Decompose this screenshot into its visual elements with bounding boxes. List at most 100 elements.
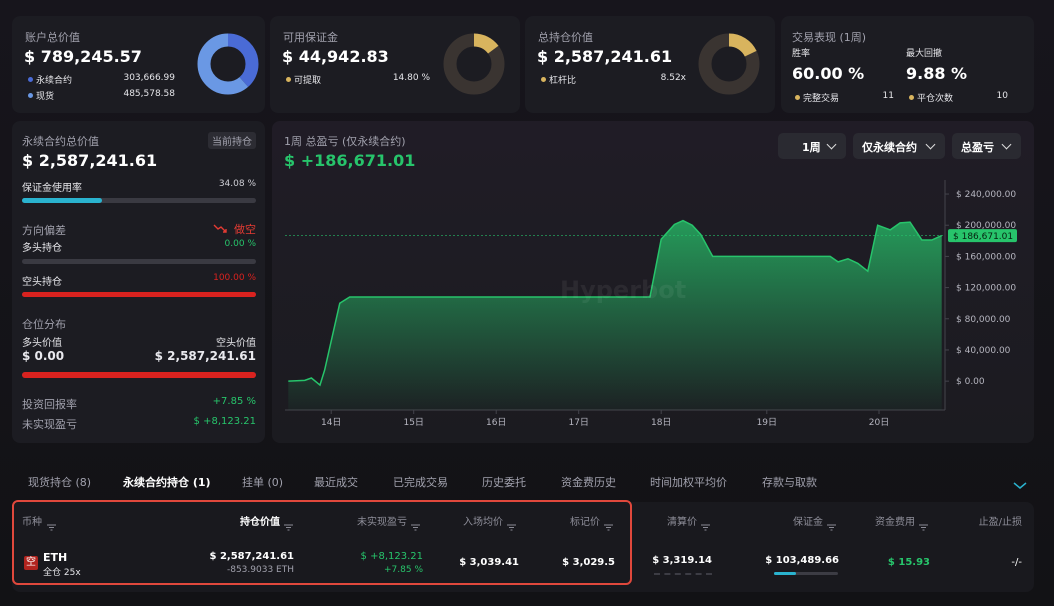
donut-arc bbox=[698, 33, 760, 95]
x-tick-label: 14日 bbox=[321, 417, 341, 428]
bar-track bbox=[22, 198, 256, 203]
line bbox=[288, 219, 943, 387]
tab[interactable]: 挂单 (0) bbox=[242, 476, 284, 489]
filter-glyph bbox=[284, 524, 293, 531]
filter-glyph bbox=[47, 524, 56, 531]
margin-indicator-fill bbox=[774, 572, 796, 575]
control-button[interactable] bbox=[778, 133, 846, 159]
tab[interactable]: 存款与取款 bbox=[762, 476, 817, 489]
tab[interactable]: 资金费历史 bbox=[561, 476, 616, 489]
column-header[interactable]: 未实现盈亏 bbox=[357, 517, 407, 528]
row-value: 100.00 % bbox=[213, 273, 256, 283]
filter-glyph bbox=[411, 524, 420, 531]
row-value: $ +8,123.21 bbox=[193, 416, 256, 427]
margin-mode: 全仓 25x bbox=[43, 568, 81, 578]
filter-icon bbox=[284, 516, 293, 531]
row-value: +7.85 % bbox=[212, 396, 256, 407]
legend-value: 303,666.99 bbox=[123, 73, 175, 83]
tab[interactable]: 永续合约持仓 (1) bbox=[123, 476, 211, 489]
margin-card bbox=[270, 16, 520, 113]
stat-value: 11 bbox=[882, 91, 894, 101]
legend-value: 14.80 % bbox=[392, 73, 430, 83]
cell: $ +8,123.21 bbox=[360, 551, 423, 562]
y-tick-label: $ 240,000.00 bbox=[956, 190, 1016, 200]
card-title: 可用保证金 bbox=[283, 31, 338, 44]
row-label: 空头价值 bbox=[216, 338, 256, 349]
account-card bbox=[12, 16, 265, 113]
legend-label: 杠杆比 bbox=[549, 76, 577, 86]
column-header[interactable]: 保证金 bbox=[793, 517, 823, 528]
control-button[interactable] bbox=[952, 133, 1021, 159]
y-tick-label: $ 40,000.00 bbox=[956, 346, 1011, 356]
liq-indicator bbox=[654, 573, 712, 575]
legend-label: 可提取 bbox=[294, 76, 322, 86]
control-button[interactable] bbox=[853, 133, 945, 159]
row-label: 多头价值 bbox=[22, 338, 62, 349]
cell: -853.9033 ETH bbox=[226, 565, 294, 575]
position-card bbox=[525, 16, 775, 113]
last-value-tag bbox=[948, 229, 1017, 243]
tab[interactable]: 最近成交 bbox=[314, 476, 358, 489]
column-header[interactable]: 资金费用 bbox=[875, 517, 915, 528]
x-tick-label: 20日 bbox=[869, 417, 889, 428]
tab[interactable]: 已完成交易 bbox=[393, 476, 448, 489]
tab[interactable]: 现货持仓 (8) bbox=[28, 476, 92, 489]
filter-icon bbox=[604, 516, 613, 531]
column-header[interactable]: 标记价 bbox=[570, 517, 600, 528]
x-tick-label: 16日 bbox=[486, 417, 506, 428]
y-tick-label: $ 160,000.00 bbox=[956, 252, 1016, 262]
card-value: $ 789,245.57 bbox=[24, 47, 142, 66]
column-header[interactable]: 止盈/止损 bbox=[978, 517, 1022, 528]
filter-icon bbox=[411, 516, 420, 531]
short-bar bbox=[22, 292, 256, 297]
stat-label: 平仓次数 bbox=[917, 94, 954, 104]
control-label[interactable]: 仅永续合约 bbox=[862, 141, 917, 154]
card-title: 交易表现 (1周) bbox=[792, 31, 867, 44]
column-header[interactable]: 持仓价值 bbox=[240, 517, 280, 528]
badge: 当前持仓 bbox=[208, 132, 256, 149]
chart-value: $ +186,671.01 bbox=[284, 151, 416, 170]
legend-dot bbox=[286, 77, 291, 82]
row-label: 投资回报率 bbox=[22, 398, 77, 411]
legend-value: 485,578.58 bbox=[123, 89, 175, 99]
bar-track bbox=[22, 259, 256, 264]
row-label: 未实现盈亏 bbox=[22, 418, 77, 431]
card-title: 账户总价值 bbox=[25, 31, 80, 44]
cell: $ 3,029.5 bbox=[562, 557, 615, 568]
column-header[interactable]: 入场均价 bbox=[463, 517, 503, 528]
tab[interactable]: 历史委托 bbox=[482, 476, 526, 489]
filter-glyph bbox=[507, 524, 516, 531]
cell: $ 3,319.14 bbox=[652, 555, 712, 566]
filter-icon bbox=[919, 516, 928, 531]
legend-label: 现货 bbox=[36, 92, 55, 102]
row-label: 多头持仓 bbox=[22, 243, 62, 254]
x-tick-label: 17日 bbox=[568, 417, 588, 428]
collapse-icon[interactable] bbox=[1013, 482, 1027, 489]
donut-segment bbox=[197, 33, 259, 95]
trend-down-icon bbox=[213, 224, 227, 233]
filter-glyph bbox=[604, 524, 613, 531]
tab[interactable]: 时间加权平均价 bbox=[650, 476, 727, 489]
column-header[interactable]: 清算价 bbox=[667, 517, 697, 528]
x-tick-label: 15日 bbox=[403, 417, 423, 428]
chart-title: 1周 总盈亏 (仅永续合约) bbox=[284, 135, 406, 148]
cell: $ 15.93 bbox=[887, 557, 930, 568]
filter-glyph bbox=[827, 524, 836, 531]
coin: ETH bbox=[43, 551, 68, 564]
row-label: 空头持仓 bbox=[22, 277, 62, 288]
control-label[interactable]: 总盈亏 bbox=[961, 141, 994, 154]
watermark: Hyperbot bbox=[560, 276, 687, 304]
y-tick-label: $ 0.00 bbox=[956, 377, 985, 387]
stat-label: 完整交易 bbox=[803, 94, 840, 104]
cell: $ 2,587,241.61 bbox=[209, 551, 294, 562]
control-label[interactable]: 1周 bbox=[802, 141, 821, 154]
panel-title: 永续合约总价值 bbox=[22, 135, 99, 148]
stat-value: 10 bbox=[996, 91, 1008, 101]
column-header[interactable]: 币种 bbox=[22, 517, 42, 528]
long-value: $ 0.00 bbox=[22, 349, 65, 363]
x-tick-label: 18日 bbox=[651, 417, 671, 428]
card-value: $ 2,587,241.61 bbox=[537, 47, 673, 66]
row-label: 方向偏差 bbox=[22, 224, 66, 237]
legend-dot bbox=[28, 77, 33, 82]
